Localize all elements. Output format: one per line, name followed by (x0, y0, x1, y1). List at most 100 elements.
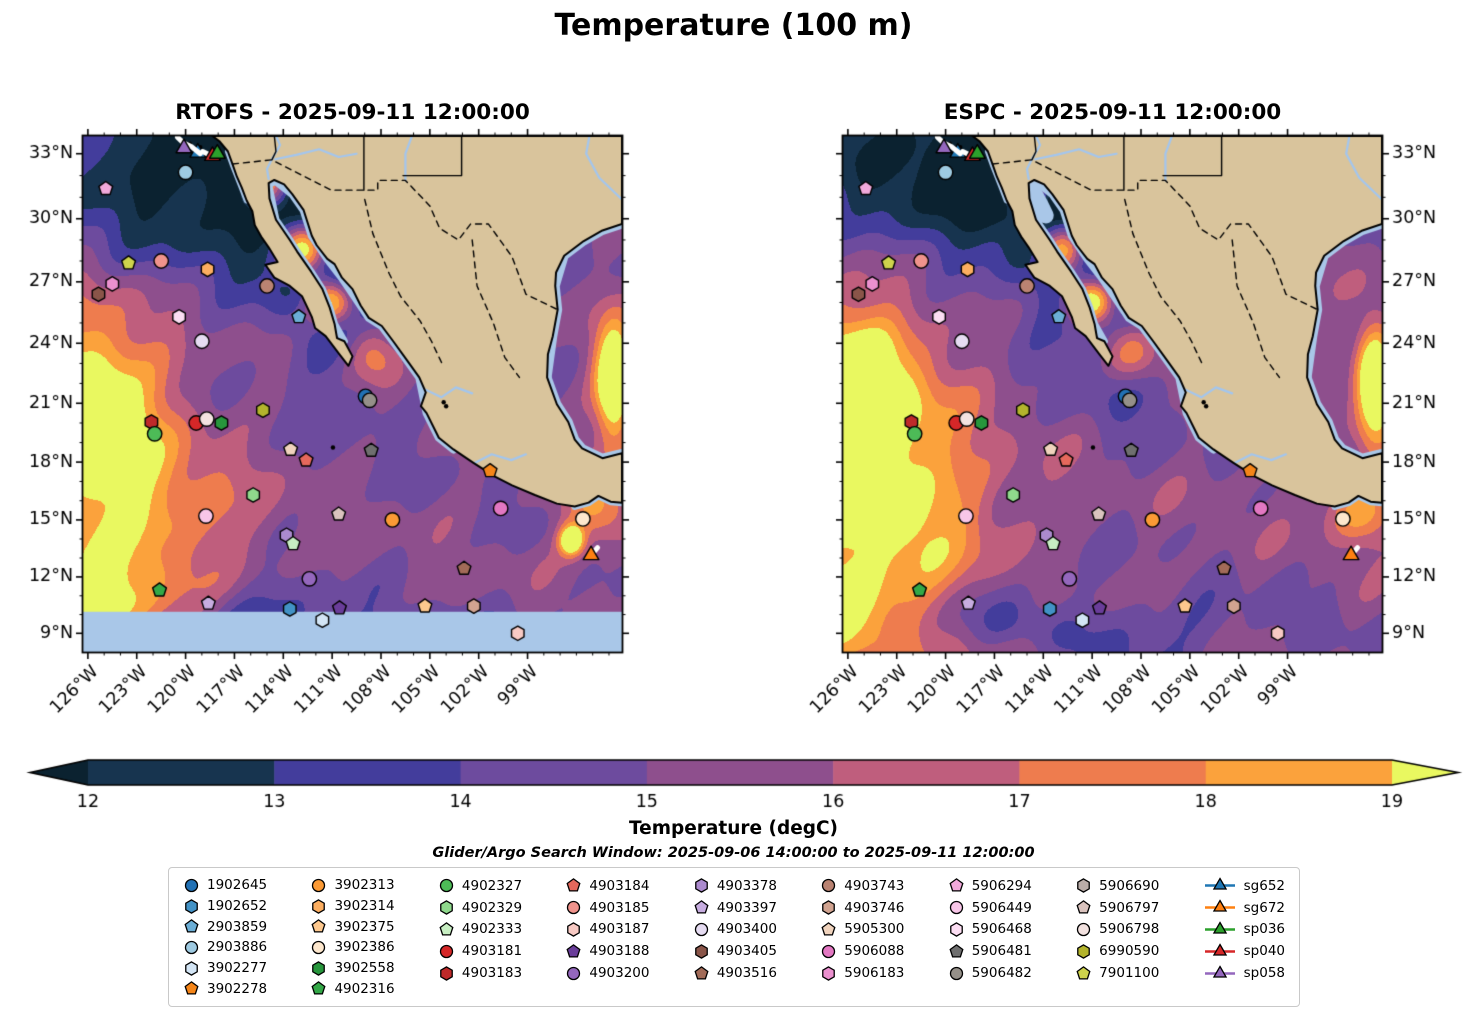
legend-entry: sg672 (1203, 897, 1285, 919)
circle-marker-icon (184, 940, 199, 954)
legend-entry: 4903188 (565, 940, 649, 962)
hexagon-marker-icon (1077, 943, 1091, 959)
hexagon-marker-icon (185, 898, 198, 914)
legend-entry-label: 4903378 (716, 877, 777, 894)
legend-entry-label: 4903187 (589, 921, 650, 938)
legend-entry: 7901100 (1075, 962, 1159, 984)
legend-column: 4902327 4902329 4902333 4903181 4903183 (438, 875, 522, 999)
legend-entry-label: 4903183 (461, 965, 523, 982)
legend-entry: sg652 (1203, 875, 1285, 897)
circle-marker-icon (439, 879, 454, 893)
pentagon-marker-icon (949, 943, 964, 958)
hexagon-marker-icon (567, 922, 581, 937)
hexagon-marker-icon (822, 965, 836, 981)
colorbar-canvas (0, 750, 1467, 816)
figure-title: Temperature (100 m) (554, 8, 913, 43)
legend-entry-label: 4903405 (716, 943, 777, 960)
legend-column-gliders: sg652 sg672 sp036 sp040 sp058 (1203, 875, 1285, 999)
circle-marker-icon (439, 944, 454, 958)
hexagon-marker-icon (312, 960, 326, 976)
legend-entry: 3902558 (310, 958, 395, 979)
legend-entry: 4903184 (565, 875, 649, 897)
legend-entry-label: 4903185 (589, 899, 650, 916)
legend-box: 1902645 1902652 2903859 2903886 3902277 39022… (168, 867, 1300, 1007)
legend-entry-label: 4903397 (716, 899, 777, 916)
legend-entry-label: 3902314 (334, 898, 395, 914)
hexagon-marker-icon (949, 922, 963, 937)
legend-entry-label: sp036 (1243, 921, 1285, 938)
legend-entry: sp036 (1203, 919, 1285, 941)
legend-entry: 1902652 (183, 896, 267, 917)
legend-entry-label: 4903400 (716, 921, 777, 938)
circle-marker-icon (949, 901, 963, 915)
legend-entry: 5906798 (1075, 919, 1159, 941)
legend-entry: 4902327 (438, 875, 522, 897)
legend-entry-label: 4903184 (589, 877, 650, 894)
legend-entry-label: 2903859 (207, 918, 268, 935)
legend-entry-label: 3902558 (334, 960, 395, 977)
pentagon-marker-icon (566, 878, 581, 892)
pentagon-marker-icon (439, 922, 454, 936)
legend-entry-label: 5906482 (971, 965, 1032, 982)
legend-entry: 3902313 (310, 875, 395, 896)
glider-line-triangle-icon (1204, 942, 1235, 956)
legend-entry-label: 1902652 (207, 898, 268, 914)
legend-entry-label: 7901100 (1099, 965, 1160, 982)
pentagon-marker-icon (1076, 965, 1091, 980)
pentagon-marker-icon (949, 878, 964, 892)
circle-marker-icon (312, 940, 326, 954)
legend-entry: 5906482 (948, 962, 1032, 984)
rtofs-panel-title: RTOFS - 2025-09-11 12:00:00 (175, 100, 530, 125)
hexagon-marker-icon (694, 943, 708, 959)
circle-marker-icon (822, 944, 836, 958)
legend-column: 5906690 5906797 5906798 6990590 7901100 (1075, 875, 1159, 999)
legend-entry-label: 4903743 (844, 877, 905, 894)
legend-entry: 5906468 (948, 919, 1032, 941)
espc-panel-title: ESPC - 2025-09-11 12:00:00 (943, 100, 1282, 125)
circle-marker-icon (822, 879, 836, 893)
legend-entry-label: 5906690 (1099, 877, 1160, 894)
circle-marker-icon (694, 922, 708, 937)
legend-entry-label: 5906088 (844, 943, 905, 960)
legend-entry: sp058 (1203, 962, 1285, 984)
legend-entry: 5906183 (820, 962, 904, 984)
legend-entry: 2903859 (183, 916, 267, 937)
legend-entry: 5906294 (948, 875, 1032, 897)
legend-entry-label: 3902313 (334, 877, 395, 894)
colorbar-label: Temperature (degC) (628, 818, 839, 839)
legend-column: 5906294 5906449 5906468 5906481 5906482 (948, 875, 1032, 999)
circle-marker-icon (1077, 922, 1091, 937)
legend-entry: 5905300 (820, 919, 904, 941)
legend-entry: 4903516 (693, 962, 777, 984)
legend-entry-label: sg652 (1243, 877, 1285, 894)
legend-entry-label: 3902278 (207, 980, 268, 997)
legend-entry: 4903200 (565, 962, 649, 984)
legend-entry: 3902375 (310, 916, 395, 937)
legend-entry: 4902316 (310, 978, 395, 999)
search-window-subtitle: Glider/Argo Search Window: 2025-09-06 14… (432, 845, 1035, 861)
legend-entry: 5906481 (948, 940, 1032, 962)
hexagon-marker-icon (440, 965, 453, 981)
circle-marker-icon (312, 878, 326, 892)
legend-entry-label: 5906449 (971, 899, 1032, 916)
legend-entry: 4903397 (693, 897, 777, 919)
legend-entry: 4902329 (438, 897, 522, 919)
legend-column: 4903184 4903185 4903187 4903188 4903200 (565, 875, 649, 999)
hexagon-marker-icon (1077, 878, 1091, 894)
legend-entry: 3902278 (183, 978, 267, 999)
pentagon-marker-icon (184, 919, 199, 933)
legend-entry: 3902386 (310, 937, 395, 958)
legend-entry-label: 4903746 (844, 899, 905, 916)
legend-entry: sp040 (1203, 940, 1285, 962)
legend-entry: 4903746 (820, 897, 904, 919)
legend-entry-label: 5906481 (971, 943, 1032, 960)
legend-entry: 4903405 (693, 940, 777, 962)
legend-entry-label: 3902375 (334, 918, 395, 935)
circle-marker-icon (567, 901, 581, 915)
legend-entry-label: sg672 (1243, 899, 1285, 916)
legend-entry-label: 4902329 (461, 899, 523, 916)
legend-column: 4903378 4903397 4903400 4903405 4903516 (693, 875, 777, 999)
legend-entry-label: 4902316 (334, 980, 395, 997)
pentagon-marker-icon (1076, 900, 1091, 914)
legend-entry-label: 4903188 (589, 943, 650, 960)
